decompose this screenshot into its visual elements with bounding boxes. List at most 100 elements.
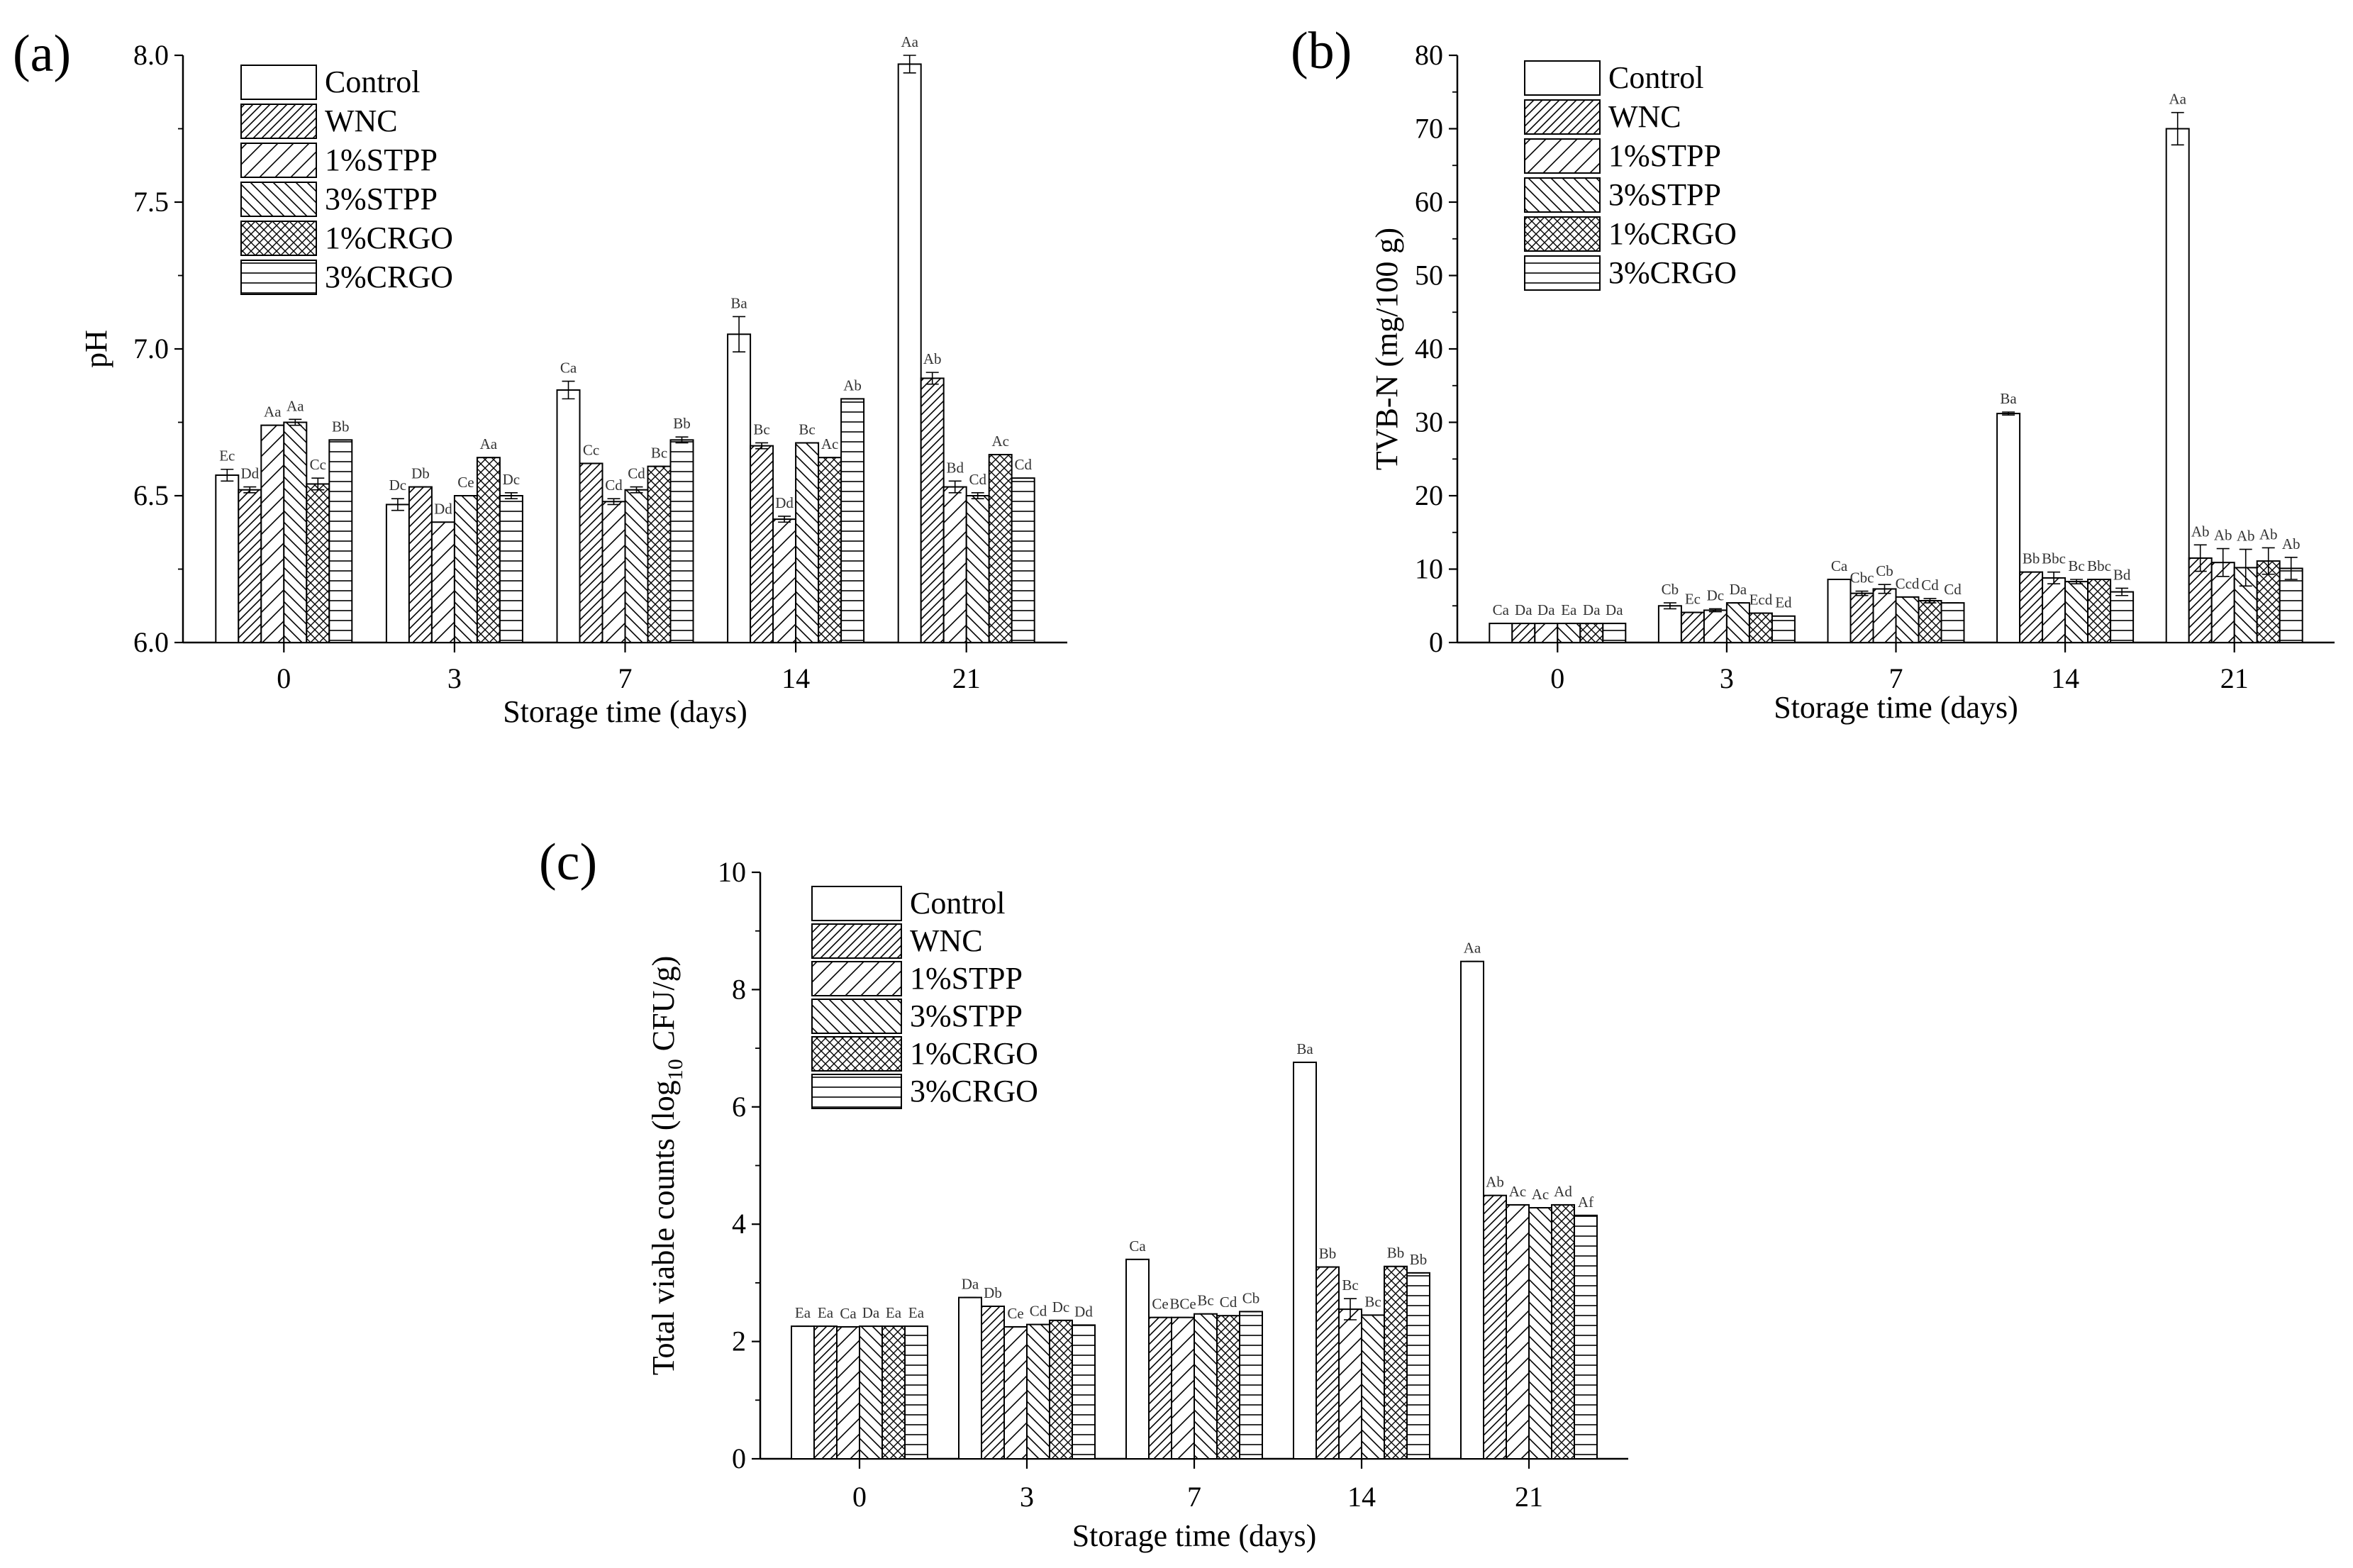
significance-label: Bbc: [2087, 557, 2111, 574]
bar-1pctcrgo: [1918, 600, 1942, 644]
significance-label: Ab: [2237, 528, 2255, 545]
bar-3pctcrgo: [1239, 1311, 1263, 1459]
x-tick-label: 14: [2051, 662, 2079, 694]
significance-label: Da: [1730, 581, 1747, 598]
bar-control: [958, 1296, 982, 1459]
significance-label: BCe: [1169, 1296, 1196, 1313]
x-tick-label: 0: [1550, 662, 1564, 694]
bar-1pctstpp: [1171, 1316, 1195, 1459]
legend-label: 1%STPP: [910, 961, 1023, 996]
significance-label: Bb: [673, 415, 691, 432]
bar-1pctstpp: [1534, 623, 1559, 644]
legend-swatch: [1524, 216, 1601, 252]
significance-label: Ab: [2282, 535, 2301, 552]
x-tick-label: 7: [1889, 662, 1903, 694]
significance-label: Da: [1537, 601, 1555, 618]
bar-3pctstpp: [283, 421, 308, 643]
significance-label: Ca: [1831, 557, 1848, 574]
bar-control: [1489, 623, 1513, 644]
bar-control: [791, 1325, 815, 1460]
bar-control: [1293, 1061, 1317, 1459]
legend-label: 1%CRGO: [910, 1036, 1038, 1071]
legend-swatch: [811, 999, 902, 1034]
bar-1pctcrgo: [2087, 578, 2112, 643]
bar-3pctcrgo: [1406, 1272, 1430, 1459]
bar-control: [2165, 128, 2190, 643]
legend-label: 3%STPP: [1608, 177, 1721, 212]
significance-label: Bb: [1410, 1251, 1428, 1268]
legend-swatch: [1524, 60, 1601, 96]
significance-label: Cd: [1944, 581, 1962, 598]
significance-label: Bc: [651, 445, 667, 462]
significance-label: Aa: [264, 404, 282, 421]
bar-1pctcrgo: [476, 457, 501, 643]
legend-swatch: [811, 923, 902, 959]
significance-label: Dd: [434, 500, 452, 517]
legend-swatch: [1524, 177, 1601, 213]
significance-label: Ea: [818, 1304, 834, 1321]
significance-label: Bc: [1364, 1293, 1381, 1310]
x-tick-label: 3: [447, 662, 462, 694]
x-tick-label: 7: [1187, 1481, 1201, 1513]
x-tick-label: 21: [2220, 662, 2249, 694]
significance-label: Bb: [1319, 1245, 1337, 1262]
bar-3pctstpp: [1026, 1323, 1050, 1459]
bar-3pctcrgo: [1011, 477, 1035, 643]
x-tick-label: 3: [1720, 662, 1734, 694]
bar-control: [215, 474, 240, 644]
legend-label: WNC: [325, 104, 398, 138]
legend-swatch: [240, 182, 317, 217]
y-tick-label: 0: [1429, 626, 1443, 658]
legend-swatch: [1524, 99, 1601, 135]
bar-1pctcrgo: [1049, 1319, 1073, 1459]
bar-1pctcrgo: [647, 465, 672, 643]
y-tick-label: 10: [718, 856, 746, 888]
y-tick-label: 7.5: [133, 186, 169, 218]
bar-1pctstpp: [260, 424, 285, 643]
legend-label: WNC: [910, 923, 983, 958]
y-tick-label: 70: [1415, 113, 1443, 145]
legend-swatch: [240, 260, 317, 295]
bar-control: [1827, 578, 1852, 643]
significance-label: Ed: [1775, 594, 1792, 611]
x-axis-label: Storage time (days): [503, 694, 747, 729]
significance-label: Cd: [628, 465, 645, 482]
bar-1pctcrgo: [1216, 1315, 1240, 1460]
bar-3pctstpp: [1361, 1314, 1385, 1460]
significance-label: Ca: [1129, 1238, 1146, 1255]
bar-wnc: [1511, 623, 1536, 644]
significance-label: Aa: [2169, 91, 2186, 108]
panel-c-tvc-chart: (c) 0 2 4 6 8 10 0 Ea Ea Ca Da Ea Ea 3 Da Db Ce Cd Dc Dd 7 Ca…: [539, 833, 1628, 1553]
bar-1pctstpp: [1506, 1203, 1530, 1460]
y-axis-label-prefix: Total viable counts (log: [646, 1080, 681, 1375]
bar-3pctstpp: [859, 1325, 883, 1460]
bar-wnc: [1315, 1266, 1340, 1460]
y-tick-label: 50: [1415, 260, 1443, 291]
bar-3pctstpp: [1528, 1207, 1552, 1459]
significance-label: Dd: [1074, 1303, 1093, 1320]
y-axis-label: pH: [79, 330, 113, 368]
legend-label: 3%STPP: [325, 182, 438, 216]
significance-label: Cd: [969, 471, 986, 488]
significance-label: Ab: [923, 350, 942, 367]
significance-label: Bb: [2023, 550, 2040, 567]
legend-label: 1%STPP: [1608, 138, 1721, 173]
significance-label: Cd: [1014, 456, 1032, 473]
x-tick-label: 14: [1347, 1481, 1376, 1513]
significance-label: Cb: [1876, 562, 1893, 579]
significance-label: Ec: [219, 447, 235, 465]
y-tick-label: 60: [1415, 186, 1443, 218]
significance-label: Bc: [799, 421, 815, 438]
y-axis-label-subscript: 10: [664, 1059, 687, 1080]
bar-wnc: [813, 1325, 838, 1460]
bar-1pctcrgo: [818, 457, 842, 643]
significance-label: Aa: [287, 397, 304, 414]
legend-label: WNC: [1608, 99, 1681, 134]
bar-1pctcrgo: [1551, 1203, 1575, 1460]
significance-label: Ba: [2000, 390, 2017, 407]
bar-1pctstpp: [1003, 1325, 1028, 1460]
significance-label: Bc: [1197, 1292, 1213, 1309]
x-tick-label: 7: [618, 662, 633, 694]
y-axis-label: Total viable counts (log10 CFU/g): [646, 956, 687, 1376]
significance-label: Aa: [1464, 940, 1481, 957]
